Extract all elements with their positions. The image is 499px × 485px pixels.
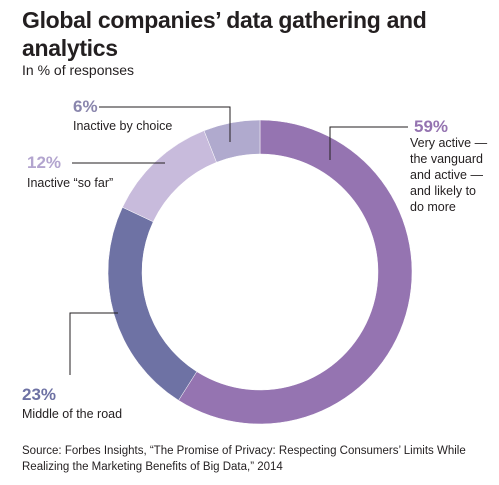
leader-line-inactive-by-choice bbox=[99, 106, 231, 142]
slice-very-active bbox=[178, 119, 413, 425]
slice-middle-of-road bbox=[107, 206, 198, 401]
donut-slices bbox=[107, 119, 413, 425]
category-label-line: and likely to bbox=[410, 184, 476, 198]
category-label-line: the vanguard bbox=[410, 152, 483, 166]
category-label-inactive-by-choice: Inactive by choice bbox=[73, 119, 172, 133]
category-label-inactive-so-far: Inactive “so far” bbox=[27, 176, 113, 190]
source-note: Source: Forbes Insights, “The Promise of… bbox=[22, 445, 466, 473]
value-label-very-active: 59% bbox=[414, 117, 448, 136]
category-label-line: and active — bbox=[410, 168, 483, 182]
slice-inactive-by-choice bbox=[203, 119, 261, 163]
category-label-very-active: Very active — the vanguard and active — … bbox=[410, 136, 491, 214]
leader-line-middle bbox=[69, 312, 118, 375]
chart-subtitle: In % of responses bbox=[22, 62, 135, 78]
category-label-line: Very active — bbox=[410, 136, 488, 150]
value-label-inactive-by-choice: 6% bbox=[73, 97, 98, 116]
slice-inactive-so-far bbox=[122, 130, 217, 223]
category-label-line: do more bbox=[410, 200, 456, 214]
chart-title: Global companies’ data gathering and ana… bbox=[22, 7, 427, 61]
leader-line-very-active bbox=[329, 126, 408, 160]
value-label-middle: 23% bbox=[22, 385, 56, 404]
category-label-middle: Middle of the road bbox=[22, 407, 122, 421]
value-label-inactive-so-far: 12% bbox=[27, 153, 61, 172]
